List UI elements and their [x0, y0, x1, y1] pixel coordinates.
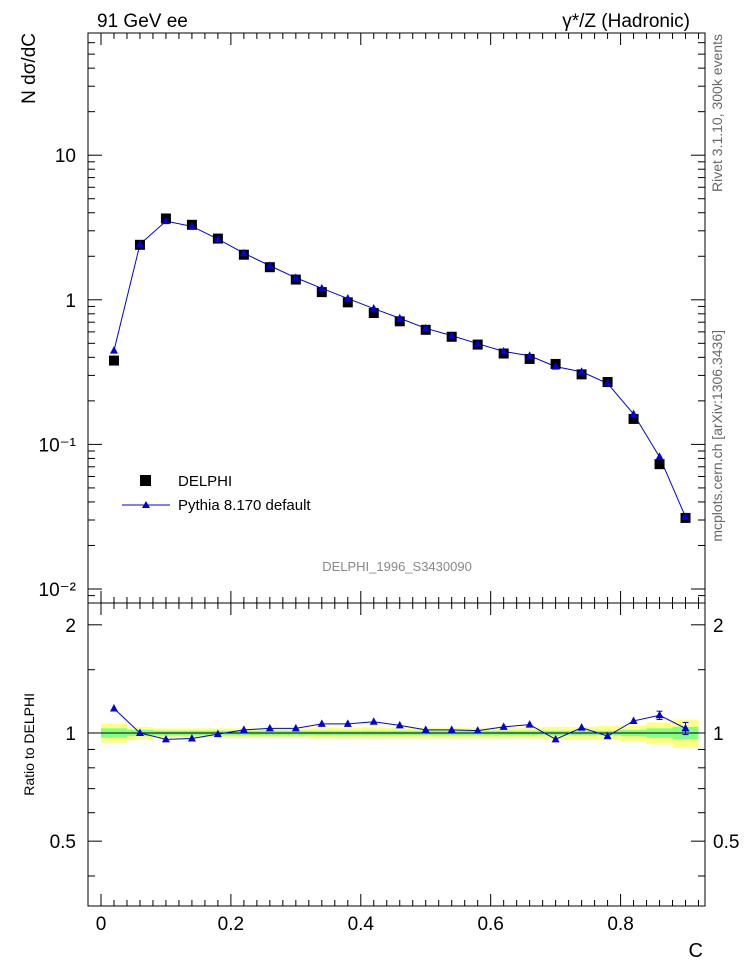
rivet-side-label: Rivet 3.1.10, 300k events: [709, 34, 725, 192]
legend-mc-label: Pythia 8.170 default: [178, 497, 311, 514]
legend: DELPHI Pythia 8.170 default: [122, 473, 311, 514]
ratio-point: [551, 734, 560, 743]
ratio-point: [239, 725, 248, 733]
ratio-point: [109, 703, 118, 712]
y-tick-label: 10⁻¹: [39, 435, 77, 456]
y-tick-label: 1: [65, 291, 76, 312]
ratio-y-tick-label: 0.5: [50, 832, 76, 853]
y-tick-label: 10⁻²: [39, 580, 77, 601]
mc-point: [343, 294, 352, 302]
y-tick-label: 10: [55, 146, 76, 167]
data-point: [342, 297, 353, 308]
mc-point: [369, 304, 378, 312]
x-axis-label: C: [689, 940, 703, 962]
mc-point: [135, 239, 144, 248]
mc-point: [291, 273, 300, 281]
header-right-title: γ*/Z (Hadronic): [562, 11, 690, 32]
ratio-point: [499, 722, 508, 730]
data-point: [628, 413, 639, 424]
main-panel-axes: 10⁻² 10⁻¹ 1 10: [39, 32, 706, 906]
ratio-panel-marks: [109, 703, 690, 743]
mc-point: [577, 367, 586, 375]
mc-point: [265, 261, 274, 269]
mc-point: [161, 216, 170, 225]
ratio-point: [213, 729, 222, 738]
mc-point: [317, 283, 326, 292]
mc-point: [681, 512, 690, 520]
x-tick-label: 0.6: [477, 914, 503, 935]
ratio-y-tick-label: 2: [65, 616, 76, 637]
mc-point: [447, 331, 456, 339]
mc-point: [109, 346, 118, 354]
ratio-y-axis-label: Ratio to DELPHI: [21, 693, 37, 796]
ratio-panel-frame: [87, 602, 706, 907]
ratio-point: [655, 710, 664, 719]
mc-point: [525, 351, 534, 359]
ratio-panel-axes: 0 0.2 0.4 0.6 0.8 0.5 0.5 1 1 2 2: [50, 602, 739, 935]
ratio-point: [681, 723, 690, 732]
ratio-y-tick-label-right: 0.5: [713, 832, 739, 853]
mc-point: [213, 234, 222, 243]
ratio-y-tick-label: 1: [65, 724, 76, 745]
x-tick-label: 0.8: [607, 914, 633, 935]
header-left-title: 91 GeV ee: [97, 11, 188, 32]
ratio-point: [577, 723, 586, 731]
ratio-y-tick-label-right: 1: [713, 724, 724, 745]
ratio-y-tick-label-right: 2: [713, 616, 724, 637]
data-point: [108, 355, 119, 366]
ratio-point: [447, 725, 456, 733]
mc-point: [473, 339, 482, 347]
ratio-point: [395, 720, 404, 729]
mc-point: [551, 362, 560, 370]
mc-point: [603, 378, 612, 387]
data-point: [368, 308, 379, 319]
x-tick-label: 0.2: [218, 914, 244, 935]
data-point: [316, 287, 327, 298]
ratio-point: [421, 725, 430, 733]
ratio-point: [265, 723, 274, 732]
main-panel-marks: [108, 213, 691, 523]
x-tick-label: 0: [96, 914, 107, 935]
legend-mc-marker: [142, 501, 150, 508]
mc-point: [629, 409, 638, 418]
analysis-watermark: DELPHI_1996_S3430090: [322, 559, 472, 574]
mc-point: [187, 221, 196, 230]
legend-data-marker: [140, 475, 151, 486]
mc-point: [239, 248, 248, 257]
data-point: [654, 459, 665, 470]
mc-point: [395, 313, 404, 322]
mc-point: [421, 323, 430, 332]
ratio-point: [369, 717, 378, 725]
x-tick-label: 0.4: [348, 914, 375, 935]
main-y-axis-label: N dσ/dC: [19, 33, 40, 104]
ratio-point: [161, 734, 170, 743]
ratio-point: [525, 720, 534, 728]
data-point: [394, 316, 405, 327]
data-point: [524, 353, 535, 364]
mc-point: [655, 452, 664, 460]
mc-point: [499, 346, 508, 355]
ratio-point: [343, 719, 352, 727]
ratio-point: [187, 734, 196, 742]
mcplots-side-label: mcplots.cern.ch [arXiv:1306.3436]: [709, 330, 725, 542]
legend-data-label: DELPHI: [178, 473, 232, 490]
ratio-point: [603, 731, 612, 740]
ratio-point: [629, 716, 638, 724]
ratio-point: [317, 719, 326, 727]
ratio-point: [291, 723, 300, 732]
ratio-point: [135, 728, 144, 736]
ratio-point: [473, 726, 482, 734]
